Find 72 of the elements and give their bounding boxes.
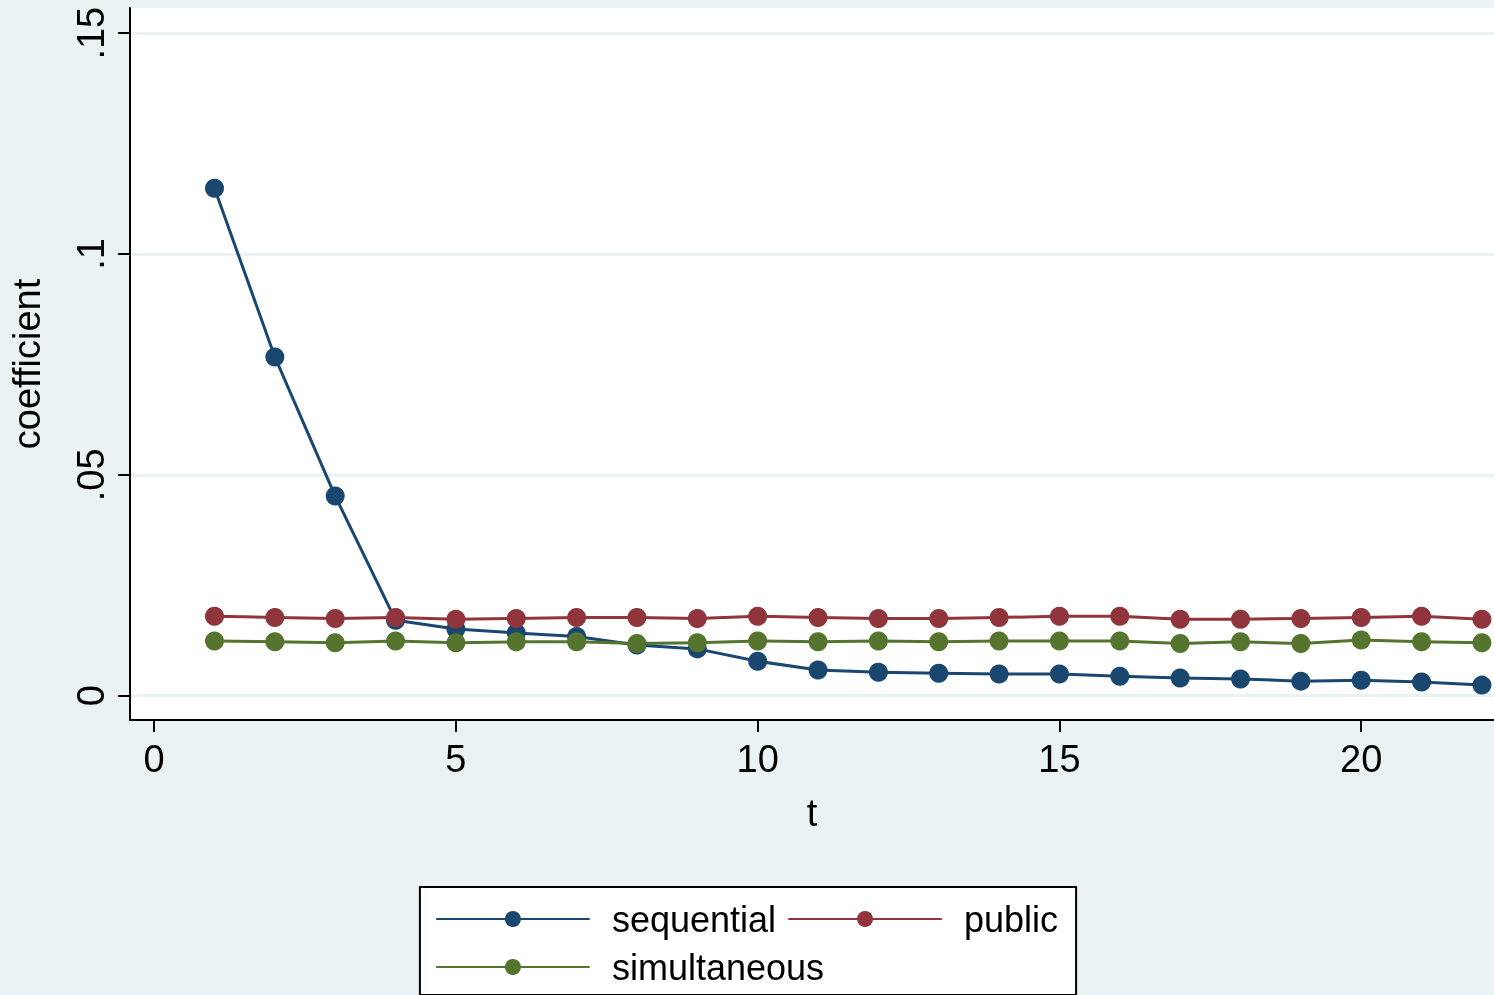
point: [1291, 608, 1311, 628]
point: [1170, 634, 1190, 654]
point: [446, 633, 466, 653]
point: [868, 608, 888, 628]
point: [1110, 631, 1130, 651]
point: [989, 631, 1009, 651]
point: [1412, 606, 1432, 626]
x-tick-label: 15: [1038, 738, 1081, 780]
point: [1291, 634, 1311, 654]
point: [1412, 672, 1432, 692]
point: [567, 632, 587, 652]
point: [808, 632, 828, 652]
point: [989, 664, 1009, 684]
point: [1472, 609, 1492, 629]
point: [1412, 632, 1432, 652]
point: [868, 662, 888, 682]
point: [808, 608, 828, 628]
legend-label: sequential: [611, 898, 777, 940]
y-tick-label: 0: [70, 685, 112, 707]
point: [567, 608, 587, 628]
point: [627, 608, 647, 628]
y-tick-label: .15: [70, 6, 112, 60]
point: [1170, 668, 1190, 688]
point: [205, 178, 224, 198]
point: [506, 608, 526, 628]
point: [687, 608, 707, 628]
point: [748, 651, 768, 671]
point: [325, 486, 345, 506]
point: [1231, 669, 1251, 689]
x-axis-title: t: [806, 792, 818, 834]
point: [808, 660, 828, 680]
point: [1170, 609, 1190, 629]
point: [265, 632, 285, 652]
point: [1049, 664, 1069, 684]
point: [1110, 666, 1130, 686]
y-axis-title: coefficient: [6, 278, 48, 450]
x-tick-label: 20: [1340, 738, 1383, 780]
x-tick-label: 0: [143, 738, 165, 780]
point: [265, 608, 285, 628]
point: [446, 609, 466, 629]
point: [1049, 631, 1069, 651]
legend-label: public: [964, 898, 1059, 940]
point: [1351, 670, 1371, 690]
y-tick-label: .1: [70, 238, 112, 270]
point: [929, 608, 949, 628]
point: [1472, 633, 1492, 653]
point: [205, 631, 224, 651]
point: [1351, 630, 1371, 650]
point: [1351, 608, 1371, 628]
point: [748, 631, 768, 651]
point: [1472, 675, 1492, 695]
point: [748, 606, 768, 626]
point: [989, 608, 1009, 628]
point: [1231, 632, 1251, 652]
point: [929, 663, 949, 683]
point: [506, 632, 526, 652]
point: [265, 347, 285, 367]
x-tick-label: 5: [445, 738, 467, 780]
point: [1291, 671, 1311, 691]
legend-label: simultaneous: [611, 946, 825, 988]
point: [1231, 609, 1251, 629]
point: [1110, 606, 1130, 626]
point: [1049, 606, 1069, 626]
point: [386, 631, 406, 651]
point: [205, 606, 224, 626]
point: [325, 608, 345, 628]
point: [687, 633, 707, 653]
y-tick-label: .05: [70, 448, 112, 502]
point: [325, 633, 345, 653]
x-tick-label: 10: [736, 738, 779, 780]
point: [868, 631, 888, 651]
point: [929, 632, 949, 652]
